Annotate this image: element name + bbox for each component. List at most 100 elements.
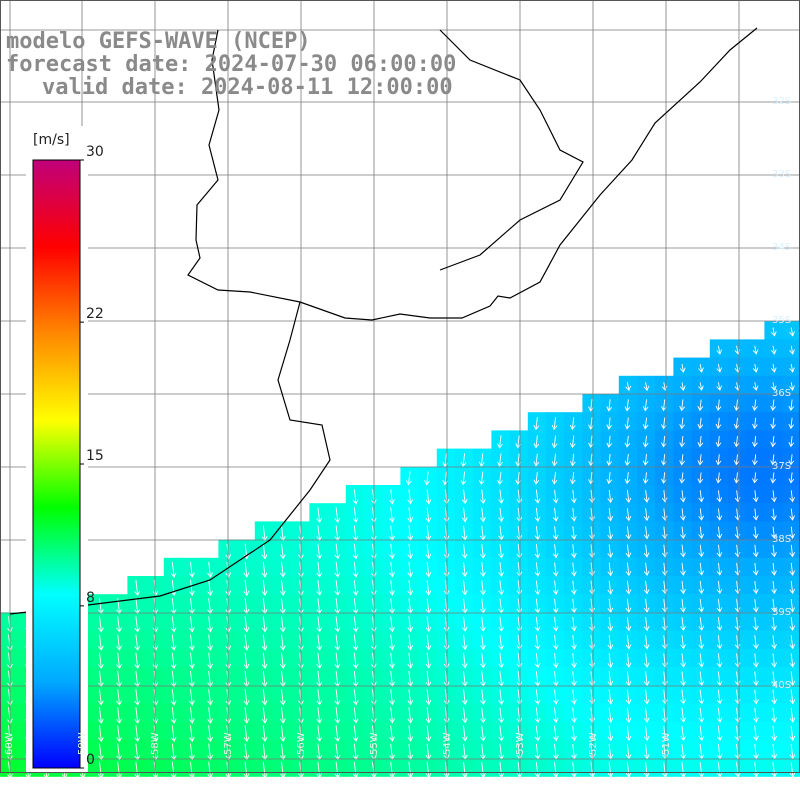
wind-arrowhead-714 bbox=[480, 772, 486, 779]
wind-arrowhead-367 bbox=[571, 626, 577, 632]
wind-arrow-198 bbox=[335, 543, 339, 559]
wind-arrow-437 bbox=[244, 652, 248, 669]
wind-arrow-593 bbox=[681, 707, 685, 723]
wind-arrowhead-679 bbox=[643, 754, 650, 760]
wind-arrowhead-190 bbox=[771, 533, 777, 539]
wind-arrow-724 bbox=[663, 762, 666, 777]
wind-arrow-50 bbox=[790, 417, 793, 429]
wind-arrowhead-642 bbox=[771, 735, 778, 742]
wind-arrowhead-730 bbox=[771, 772, 778, 778]
wind-arrowhead-99 bbox=[606, 478, 613, 485]
wind-arrowhead-657 bbox=[243, 754, 250, 761]
wind-arrowhead-159 bbox=[752, 515, 759, 521]
wind-arrowhead-35 bbox=[788, 405, 795, 412]
wind-arrowhead-363 bbox=[498, 626, 505, 632]
wind-arrow-675 bbox=[572, 743, 575, 759]
wind-arrow-215 bbox=[645, 544, 648, 557]
wind-arrow-210 bbox=[554, 544, 557, 558]
wind-arrowhead-638 bbox=[698, 735, 705, 742]
wind-arrowhead-637 bbox=[680, 735, 687, 742]
wind-arrow-269 bbox=[317, 580, 321, 596]
wind-arrow-594 bbox=[699, 707, 703, 722]
wind-arrow-545 bbox=[608, 689, 612, 704]
wind-arrow-375 bbox=[717, 617, 721, 631]
wind-arrowhead-286 bbox=[625, 589, 632, 595]
wind-arrowhead-456 bbox=[589, 662, 596, 669]
wind-arrowhead-723 bbox=[643, 772, 650, 778]
wind-arrow-489 bbox=[390, 671, 393, 687]
wind-arrow-249 bbox=[626, 562, 630, 576]
wind-arrowhead-78 bbox=[624, 460, 631, 466]
wind-arrow-166 bbox=[335, 525, 339, 541]
wind-arrow-546 bbox=[626, 689, 630, 704]
wind-arrowhead-248 bbox=[607, 570, 614, 577]
wind-arrow-463 bbox=[717, 653, 721, 667]
wind-arrowhead-641 bbox=[753, 735, 759, 742]
wind-arrow-634 bbox=[626, 725, 630, 741]
wind-arrow-165 bbox=[317, 525, 321, 541]
wind-arrow-716 bbox=[517, 762, 521, 778]
wind-arrow-412 bbox=[590, 635, 594, 649]
wind-arrow-2 bbox=[717, 345, 721, 354]
wind-arrowhead-74 bbox=[551, 461, 558, 467]
wind-arrow-541 bbox=[535, 689, 539, 705]
wind-arrowhead-343 bbox=[134, 627, 141, 633]
wind-arrowhead-36 bbox=[533, 424, 540, 431]
wind-arrow-636 bbox=[663, 725, 666, 741]
wind-arrow-262 bbox=[190, 580, 193, 596]
lat-label-1: 33S bbox=[772, 169, 791, 180]
wind-arrowhead-223 bbox=[789, 552, 796, 558]
wind-arrowhead-203 bbox=[425, 553, 432, 560]
wind-arrow-194 bbox=[262, 543, 266, 559]
wind-arrow-628 bbox=[517, 725, 521, 741]
wind-arrowhead-552 bbox=[734, 699, 741, 705]
wind-arrow-307 bbox=[281, 598, 284, 614]
wind-arrow-533 bbox=[390, 689, 393, 705]
wind-arrow-335 bbox=[790, 599, 794, 612]
wind-arrowhead-710 bbox=[407, 772, 414, 779]
wind-arrowhead-209 bbox=[534, 553, 541, 559]
wind-arrowhead-416 bbox=[662, 644, 668, 650]
wind-arrowhead-30 bbox=[697, 405, 704, 412]
wind-arrow-417 bbox=[681, 635, 684, 649]
wind-arrow-342 bbox=[117, 616, 120, 632]
wind-arrowhead-205 bbox=[461, 553, 468, 559]
wind-arrow-367 bbox=[572, 616, 575, 631]
wind-arrow-479 bbox=[208, 670, 211, 687]
wind-arrowhead-453 bbox=[534, 662, 541, 669]
wind-arrow-505 bbox=[681, 671, 685, 686]
wind-arrow-487 bbox=[353, 670, 357, 687]
wind-arrow-553 bbox=[754, 689, 757, 704]
wind-arrow-70 bbox=[480, 453, 484, 467]
wind-arrow-105 bbox=[717, 472, 720, 483]
wind-arrowhead-717 bbox=[534, 772, 541, 778]
wind-arrow-3 bbox=[736, 345, 739, 354]
wind-arrow-582 bbox=[481, 707, 484, 723]
wind-arrowhead-650 bbox=[116, 755, 122, 761]
wind-arrow-715 bbox=[499, 762, 503, 778]
wind-arrow-113 bbox=[408, 489, 412, 504]
wind-arrow-561 bbox=[99, 707, 102, 724]
wind-arrowhead-458 bbox=[625, 662, 632, 668]
wind-arrowhead-582 bbox=[480, 717, 486, 724]
wind-arrow-712 bbox=[444, 761, 448, 778]
wind-arrow-320 bbox=[517, 598, 521, 613]
wind-arrowhead-583 bbox=[498, 717, 505, 724]
wind-arrow-625 bbox=[463, 725, 466, 741]
lat-label-6: 38S bbox=[772, 534, 791, 545]
wind-arrowhead-253 bbox=[698, 570, 705, 576]
wind-arrowhead-149 bbox=[570, 516, 577, 522]
wind-arrowhead-237 bbox=[407, 572, 414, 578]
lat-label-8: 40S bbox=[772, 680, 791, 691]
forecast-date: forecast date: 2024-07-30 06:00:00 bbox=[6, 52, 457, 77]
wind-arrowhead-352 bbox=[298, 627, 304, 633]
wind-arrowhead-462 bbox=[698, 662, 705, 668]
wind-arrow-281 bbox=[535, 580, 539, 595]
wind-arrow-614 bbox=[262, 725, 266, 742]
model-title: modelo GEFS-WAVE (NCEP) bbox=[6, 29, 311, 54]
wind-arrowhead-625 bbox=[461, 736, 468, 742]
wind-arrowhead-507 bbox=[716, 680, 723, 687]
wind-arrowhead-700 bbox=[225, 773, 232, 779]
wind-arrow-677 bbox=[608, 743, 612, 759]
wind-arrowhead-617 bbox=[316, 736, 323, 742]
